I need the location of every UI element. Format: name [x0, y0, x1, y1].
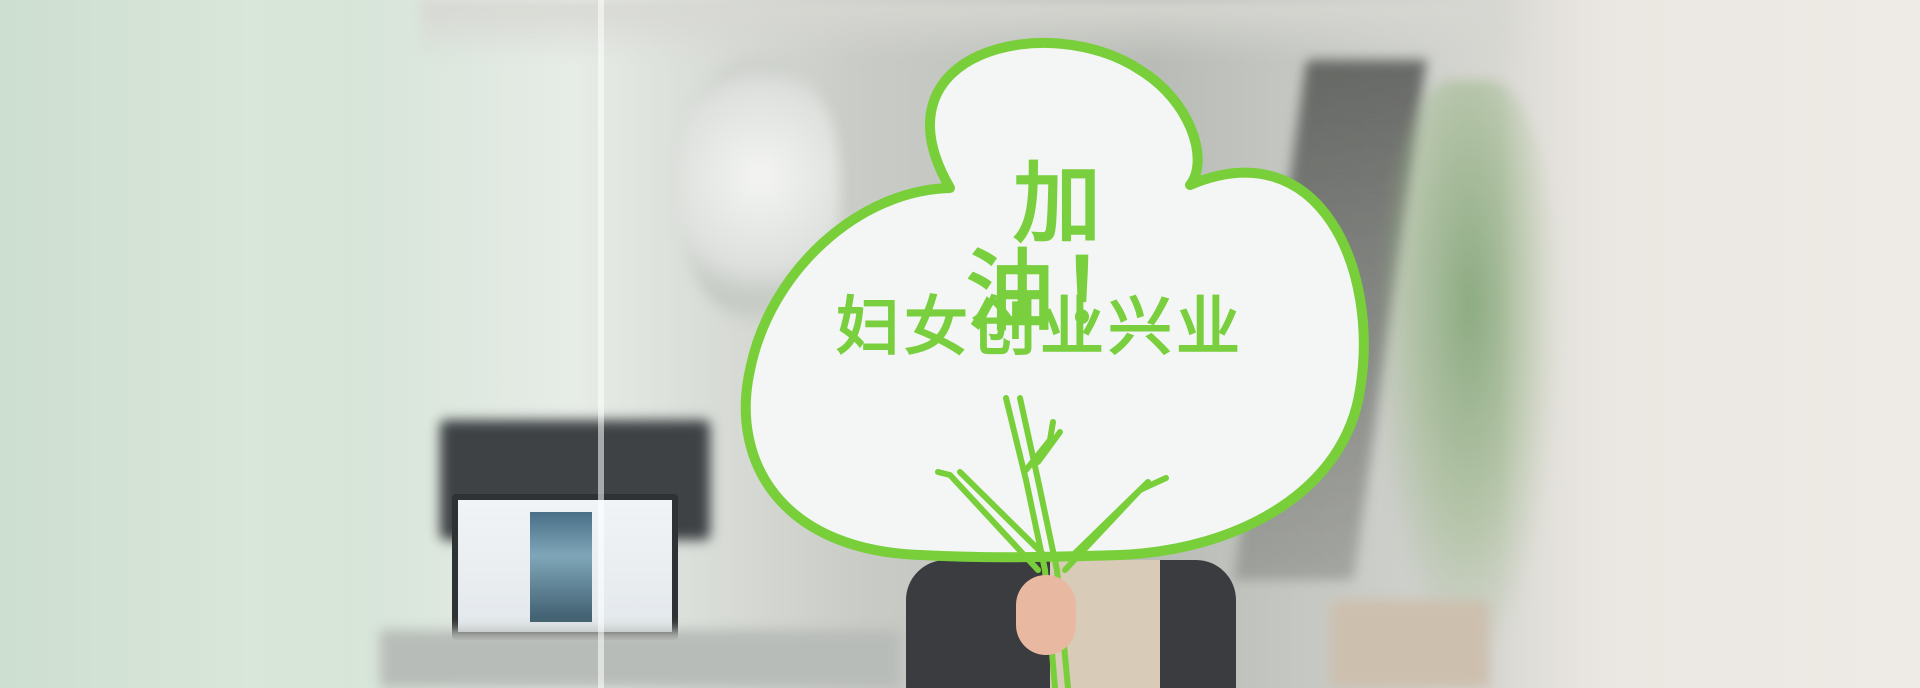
tree-sign-shape	[740, 38, 1369, 563]
glass-panel-edge	[598, 0, 604, 688]
background-wall-left	[0, 0, 420, 688]
person-hand	[1016, 575, 1076, 655]
background-plant-pot	[1330, 600, 1490, 688]
background-desk	[380, 630, 900, 688]
tree-sign	[740, 38, 1369, 688]
background-wall-right	[1500, 0, 1920, 688]
sign-headline: 加油！	[965, 152, 1154, 343]
sign-slogan: 妇女创业兴业	[836, 291, 1244, 365]
background-monitor-image	[530, 512, 592, 622]
